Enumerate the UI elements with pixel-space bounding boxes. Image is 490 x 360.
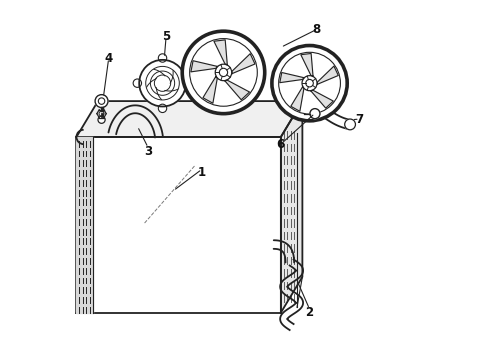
Polygon shape xyxy=(281,101,302,313)
Text: 7: 7 xyxy=(356,113,364,126)
Text: 3: 3 xyxy=(144,145,152,158)
Circle shape xyxy=(158,104,167,113)
Circle shape xyxy=(344,119,355,130)
Circle shape xyxy=(182,31,265,114)
Text: 8: 8 xyxy=(313,23,321,36)
Text: 1: 1 xyxy=(198,166,206,179)
Text: 6: 6 xyxy=(277,138,285,150)
Circle shape xyxy=(158,54,167,62)
Circle shape xyxy=(272,45,347,121)
Text: 5: 5 xyxy=(162,30,170,43)
Circle shape xyxy=(98,116,105,123)
Polygon shape xyxy=(301,54,313,76)
Circle shape xyxy=(310,109,320,119)
Polygon shape xyxy=(318,66,338,84)
Circle shape xyxy=(215,64,232,81)
Circle shape xyxy=(302,76,317,91)
Circle shape xyxy=(95,95,108,108)
Polygon shape xyxy=(291,87,304,111)
Polygon shape xyxy=(311,90,333,108)
Text: 4: 4 xyxy=(104,51,113,64)
Text: 2: 2 xyxy=(305,306,314,319)
Polygon shape xyxy=(76,137,281,313)
Polygon shape xyxy=(280,72,304,83)
Circle shape xyxy=(183,79,192,87)
Polygon shape xyxy=(203,76,217,103)
Circle shape xyxy=(133,79,142,87)
Polygon shape xyxy=(191,61,217,72)
Polygon shape xyxy=(232,54,255,74)
Polygon shape xyxy=(225,80,249,100)
Circle shape xyxy=(306,80,313,87)
Polygon shape xyxy=(214,40,227,65)
Polygon shape xyxy=(76,137,93,313)
Polygon shape xyxy=(76,101,302,137)
Circle shape xyxy=(139,60,186,107)
Circle shape xyxy=(220,68,228,77)
